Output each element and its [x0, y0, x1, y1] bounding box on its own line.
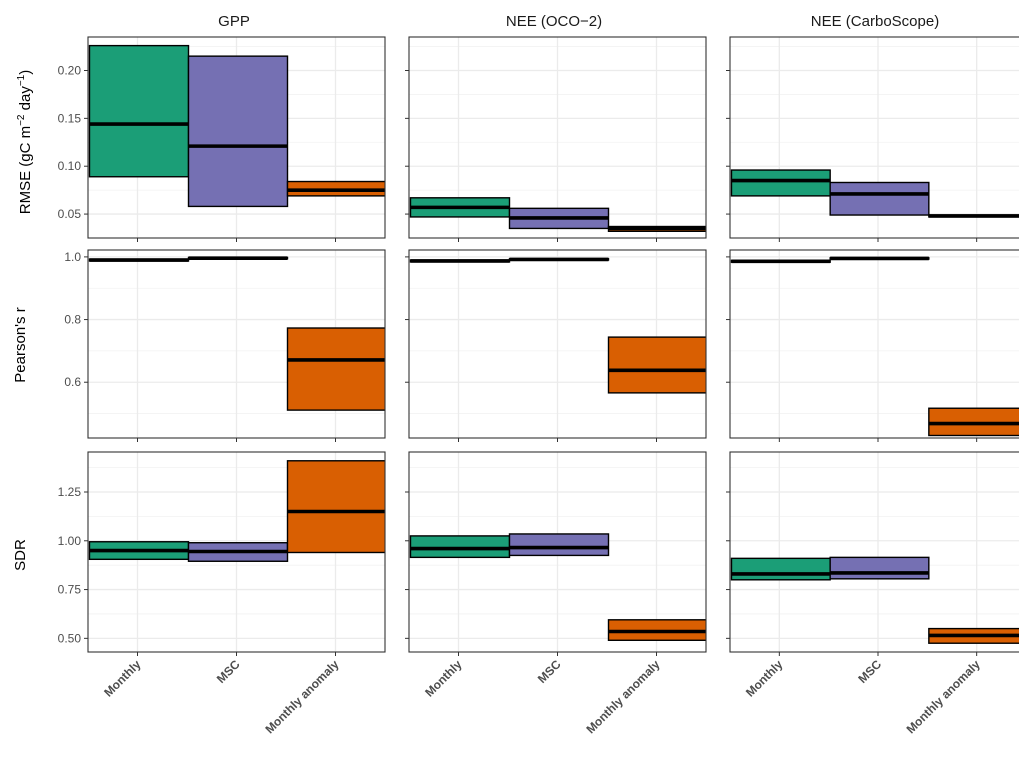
y-tick-label: 0.20: [58, 64, 82, 78]
y-tick-label: 1.25: [58, 485, 82, 499]
row-label-pearsons-r: Pearson's r: [12, 307, 29, 382]
panel-sdr-nee-carboscope: [726, 451, 1019, 656]
y-tick-label: 0.50: [58, 631, 82, 645]
box-sdr-nee-oco2-0: [409, 535, 511, 559]
x-category-label: MSC: [535, 657, 564, 686]
panel-pearsons-r-nee-carboscope: [726, 249, 1019, 442]
y-tick-label: 0.15: [58, 111, 82, 125]
column-label-nee-carboscope: NEE (CarboScope): [811, 13, 939, 30]
box-rmse-nee-carboscope-1: [829, 181, 930, 216]
panel-rmse-gpp: 0.05 0.10 0.15 0.20: [58, 36, 386, 242]
panel-pearsons-r-gpp: 0.6 0.8 1.0: [64, 249, 386, 442]
box-pearsons-r-gpp-2: [286, 327, 385, 411]
y-tick-label: 0.8: [64, 313, 81, 327]
column-label-nee-oco2: NEE (OCO−2): [506, 13, 602, 30]
y-tick-label: 0.75: [58, 583, 82, 597]
box-pearsons-r-nee-oco2-2: [607, 336, 706, 394]
box-sdr-gpp-2: [286, 460, 385, 554]
x-category-label: MSC: [855, 657, 884, 686]
x-category-label: Monthly anomaly: [262, 657, 341, 736]
column-label-gpp: GPP: [218, 13, 250, 30]
box-rmse-nee-carboscope-0: [730, 169, 831, 197]
x-category-label: Monthly: [422, 657, 465, 700]
box-rmse-gpp-0: [88, 44, 190, 178]
y-tick-label: 1.00: [58, 534, 82, 548]
panel-background: [730, 250, 1019, 438]
y-tick-label: 0.05: [58, 207, 82, 221]
row-label-rmse: RMSE (gC m−2 day−1): [16, 70, 34, 215]
panel-rmse-nee-oco2: [405, 36, 707, 242]
y-tick-label: 0.10: [58, 159, 82, 173]
y-tick-label: 0.6: [64, 375, 81, 389]
x-category-label: Monthly anomaly: [904, 657, 983, 736]
x-category-labels: Monthly MSC Monthly anomaly Monthly MSC Month…: [101, 657, 983, 736]
box-rmse-gpp-1: [187, 55, 289, 208]
row-label-sdr: SDR: [12, 539, 29, 571]
panel-rmse-nee-carboscope: [726, 36, 1019, 242]
x-category-label: Monthly: [743, 657, 786, 700]
panels-group: 0.05 0.10 0.15 0.20 0.6 0.8 1.0 0.50 0.75 1.00 1.2…: [58, 36, 1019, 656]
panel-background: [730, 452, 1019, 652]
box-sdr-nee-carboscope-1: [829, 556, 930, 580]
x-category-label: MSC: [214, 657, 243, 686]
panel-pearsons-r-nee-oco2: [405, 249, 707, 442]
panel-sdr-nee-oco2: [405, 451, 707, 656]
box-sdr-nee-oco2-1: [508, 533, 610, 557]
y-tick-label: 1.0: [64, 250, 81, 264]
box-sdr-nee-carboscope-0: [730, 557, 831, 581]
panel-sdr-gpp: 0.50 0.75 1.00 1.25: [58, 451, 386, 656]
x-category-label: Monthly anomaly: [583, 657, 662, 736]
x-category-label: Monthly: [101, 657, 144, 700]
